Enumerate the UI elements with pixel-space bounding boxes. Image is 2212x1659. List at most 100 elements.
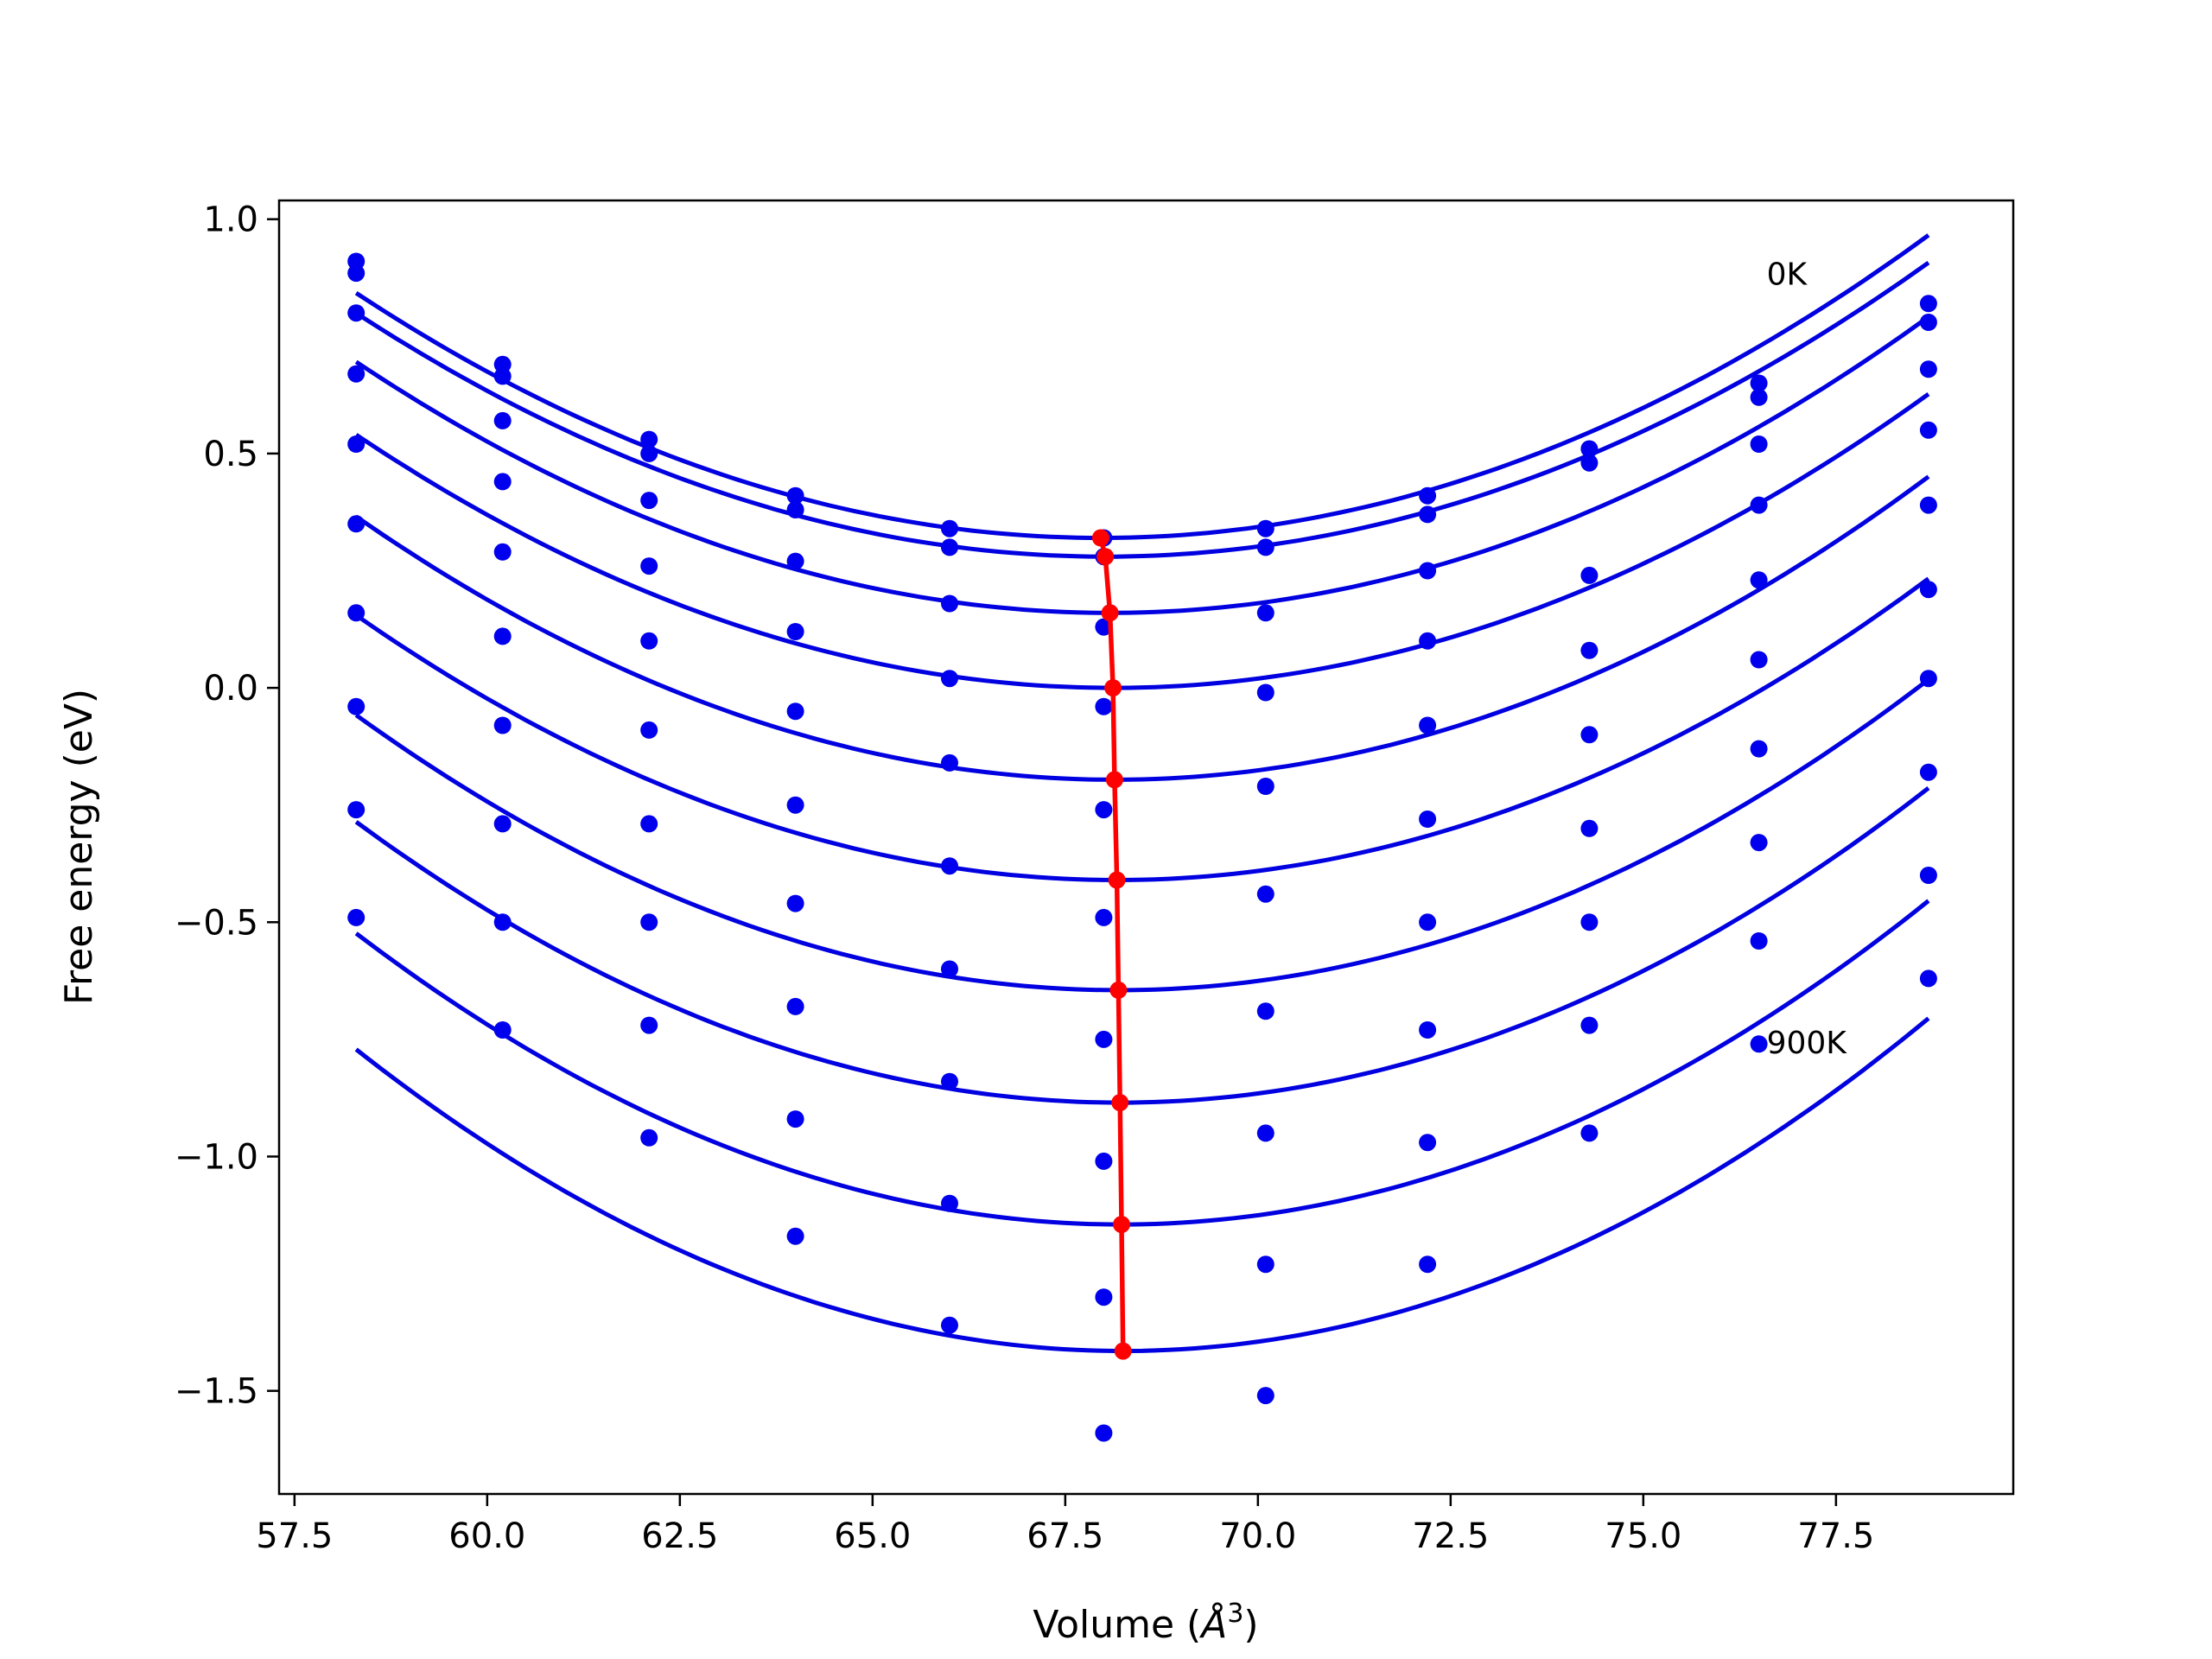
data-points: [347, 252, 1937, 1442]
data-point-0-3: [786, 486, 804, 505]
data-point-3-7: [1419, 632, 1437, 650]
x-tick-label-7: 75.0: [1605, 1516, 1681, 1556]
data-point-0-2: [640, 430, 658, 448]
fit-curve-3: [354, 392, 1930, 690]
data-point-8-8: [1580, 1124, 1599, 1142]
data-point-1-0: [347, 264, 365, 283]
data-point-6-3: [786, 894, 804, 912]
x-axis-ticks: 57.5 60.0 62.5 65.0 67.5 70.0 72.5 75.0 77.5: [256, 1494, 1874, 1556]
data-point-7-2: [640, 913, 658, 931]
data-point-6-7: [1419, 913, 1437, 931]
plot-frame: [277, 199, 2015, 1496]
minimum-line-group: [1091, 529, 1132, 1360]
y-tick-label-5: −1.5: [175, 1372, 258, 1412]
data-point-7-7: [1419, 1021, 1437, 1039]
data-point-2-7: [1419, 562, 1437, 580]
fit-curve-0: [354, 233, 1930, 540]
x-tick-label-2: 62.5: [641, 1516, 718, 1556]
data-point-1-9: [1750, 388, 1768, 406]
data-point-5-0: [347, 515, 365, 533]
data-point-2-1: [493, 411, 512, 429]
minimum-point-1: [1096, 548, 1115, 566]
fit-curves: [354, 233, 1930, 1353]
minimum-point-4: [1105, 771, 1123, 789]
data-point-2-0: [347, 304, 365, 322]
data-point-7-0: [347, 697, 365, 715]
data-point-4-4: [941, 753, 958, 772]
y-tick-label-3: −0.5: [175, 903, 258, 943]
data-point-1-4: [941, 538, 958, 556]
data-point-3-8: [1580, 641, 1599, 659]
fit-curve-5: [354, 576, 1930, 883]
data-point-8-3: [786, 1110, 804, 1128]
x-axis-label: Volume (Å3): [1033, 1599, 1258, 1647]
fit-curve-8: [354, 899, 1930, 1227]
minimum-point-9: [1114, 1342, 1132, 1360]
data-point-3-3: [786, 623, 804, 640]
data-point-6-4: [941, 960, 958, 978]
data-point-5-9: [1750, 651, 1768, 669]
x-axis-label-exponent: 3: [1227, 1599, 1243, 1629]
x-tick-label-0: 57.5: [256, 1516, 333, 1556]
annotations: 0K 900K: [1767, 257, 1848, 1062]
data-point-6-2: [640, 815, 658, 833]
data-point-5-1: [493, 627, 512, 645]
data-point-8-7: [1419, 1134, 1437, 1152]
data-point-4-5: [1095, 801, 1113, 819]
data-point-7-5: [1095, 1152, 1113, 1170]
data-point-1-3: [786, 501, 804, 518]
annotation-1: 900K: [1767, 1026, 1848, 1061]
x-axis-label-symbol: Å: [1198, 1601, 1227, 1647]
data-point-5-2: [640, 721, 658, 739]
fit-curve-7: [354, 786, 1930, 1105]
x-tick-label-4: 67.5: [1027, 1516, 1103, 1556]
data-point-5-10: [1919, 581, 1937, 599]
data-point-0-7: [1419, 486, 1437, 505]
data-point-3-1: [493, 473, 512, 491]
data-point-8-6: [1256, 1255, 1274, 1274]
y-axis-label: Free energy (eV): [57, 689, 101, 1005]
data-point-5-6: [1256, 885, 1274, 903]
x-tick-label-5: 70.0: [1219, 1516, 1296, 1556]
data-point-8-5: [1095, 1288, 1113, 1306]
data-point-4-10: [1919, 496, 1937, 514]
data-point-6-10: [1919, 670, 1937, 688]
data-point-4-7: [1419, 716, 1437, 734]
data-point-4-0: [347, 435, 365, 453]
annotation-0: 0K: [1767, 257, 1808, 293]
data-point-6-9: [1750, 740, 1768, 758]
y-tick-label-4: −1.0: [175, 1137, 258, 1177]
data-point-1-8: [1580, 454, 1599, 472]
data-point-4-2: [640, 632, 658, 650]
y-tick-label-0: 1.0: [203, 200, 258, 240]
data-point-9-1: [493, 1021, 512, 1039]
data-point-4-3: [786, 702, 804, 721]
data-point-9-5: [1095, 1424, 1113, 1442]
data-point-8-10: [1919, 867, 1937, 884]
data-point-8-0: [347, 801, 365, 819]
minimum-line: [1098, 537, 1126, 1351]
data-point-9-6: [1256, 1387, 1274, 1405]
data-point-7-1: [493, 815, 512, 833]
fit-curve-1: [354, 260, 1930, 559]
minimum-point-5: [1108, 871, 1126, 889]
data-point-4-8: [1580, 726, 1599, 744]
data-point-2-9: [1750, 435, 1768, 453]
data-point-1-10: [1919, 314, 1937, 331]
data-point-3-2: [640, 557, 658, 575]
x-tick-label-8: 77.5: [1797, 1516, 1874, 1556]
data-point-1-2: [640, 444, 658, 462]
data-point-7-8: [1580, 1016, 1599, 1034]
y-tick-label-2: 0.0: [203, 669, 258, 709]
minimum-point-3: [1104, 679, 1122, 697]
minimum-point-6: [1109, 981, 1128, 999]
data-point-3-10: [1919, 421, 1937, 439]
y-tick-label-1: 0.5: [203, 435, 258, 474]
data-point-2-4: [941, 594, 958, 613]
data-point-4-6: [1256, 778, 1274, 795]
data-point-9-10: [1919, 969, 1937, 988]
data-point-6-0: [347, 604, 365, 622]
data-point-5-4: [941, 857, 958, 875]
